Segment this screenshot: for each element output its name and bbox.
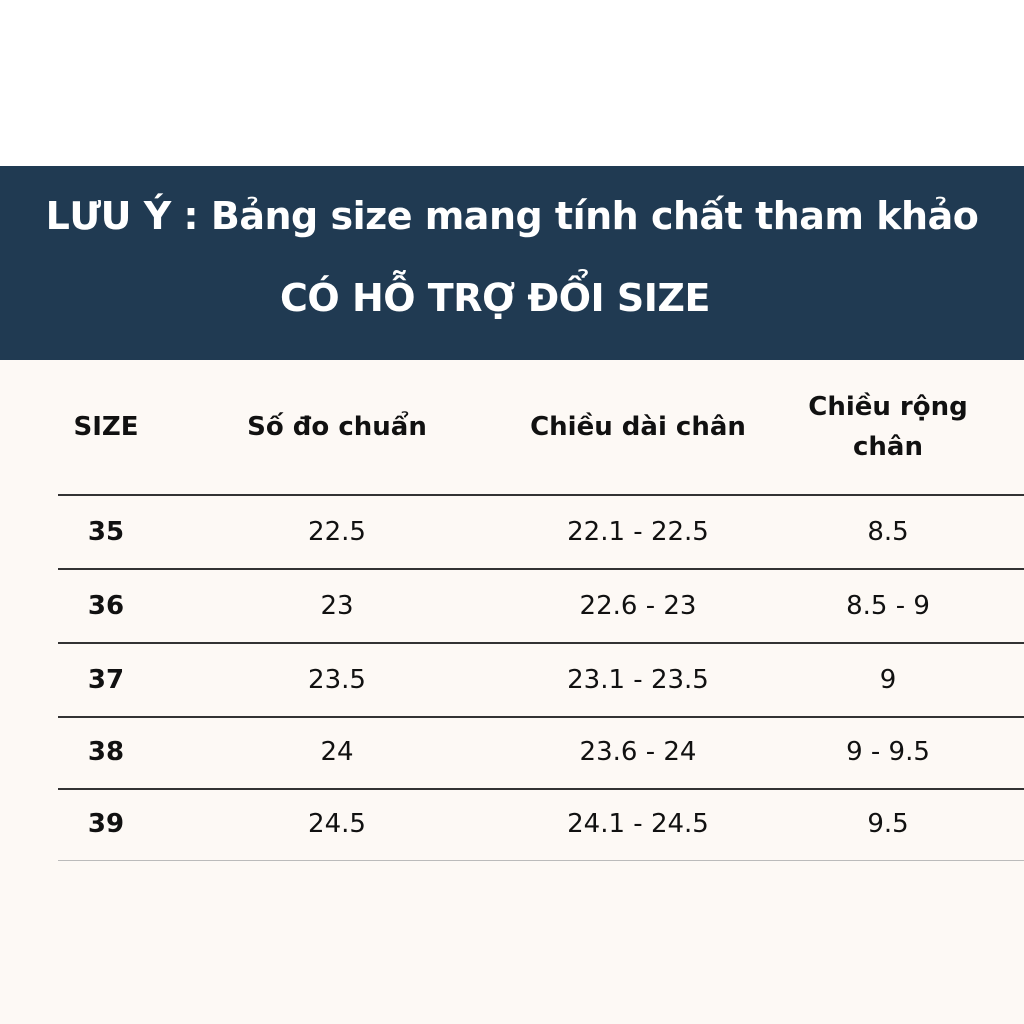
cell-size: 37 xyxy=(87,665,125,695)
cell-foot-width: 8.5 xyxy=(867,517,909,547)
cell-foot-length: 24.1 - 24.5 xyxy=(567,809,709,839)
cell-standard-measure: 23 xyxy=(320,591,354,621)
table-row: 35 22.5 22.1 - 22.5 8.5 xyxy=(58,496,1024,570)
cell-foot-length: 23.6 - 24 xyxy=(579,737,697,767)
cell-foot-width: 9 - 9.5 xyxy=(846,737,930,767)
cell-size: 38 xyxy=(87,737,125,767)
notice-banner: LƯU Ý : Bảng size mang tính chất tham kh… xyxy=(0,166,1024,360)
notice-title: LƯU Ý : Bảng size mang tính chất tham kh… xyxy=(45,194,979,238)
cell-foot-width: 8.5 - 9 xyxy=(846,591,930,621)
cell-foot-length: 22.1 - 22.5 xyxy=(567,517,709,547)
cell-size: 39 xyxy=(87,809,125,839)
cell-size: 35 xyxy=(87,517,125,547)
cell-standard-measure: 22.5 xyxy=(308,517,366,547)
cell-foot-length: 23.1 - 23.5 xyxy=(567,665,709,695)
table-row: 37 23.5 23.1 - 23.5 9 xyxy=(58,644,1024,718)
table-row: 39 24.5 24.1 - 24.5 9.5 xyxy=(58,788,1024,861)
table-header-row: SIZE Số đo chuẩn Chiều dài chân Chiều rộ… xyxy=(58,360,1024,496)
cell-foot-width: 9.5 xyxy=(867,809,909,839)
cell-foot-length: 22.6 - 23 xyxy=(579,591,697,621)
table-row: 38 24 23.6 - 24 9 - 9.5 xyxy=(58,716,1024,790)
table-row: 36 23 22.6 - 23 8.5 - 9 xyxy=(58,570,1024,644)
cell-size: 36 xyxy=(87,591,125,621)
size-table: SIZE Số đo chuẩn Chiều dài chân Chiều rộ… xyxy=(0,360,1024,1024)
cell-standard-measure: 23.5 xyxy=(308,665,366,695)
cell-standard-measure: 24 xyxy=(320,737,354,767)
cell-standard-measure: 24.5 xyxy=(308,809,366,839)
cell-foot-width: 9 xyxy=(879,665,897,695)
header-standard-measure: Số đo chuẩn xyxy=(247,412,427,442)
notice-subtitle: CÓ HỖ TRỢ ĐỔI SIZE xyxy=(280,276,710,320)
header-foot-length: Chiều dài chân xyxy=(530,412,746,442)
header-foot-width: Chiều rộng chân xyxy=(808,392,968,462)
header-size: SIZE xyxy=(73,412,139,442)
